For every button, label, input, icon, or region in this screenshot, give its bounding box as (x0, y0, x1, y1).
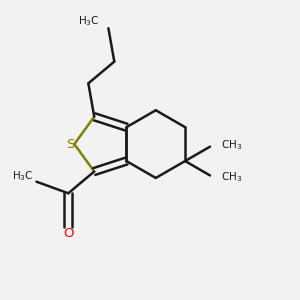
Text: CH$_3$: CH$_3$ (221, 138, 242, 152)
Text: H$_3$C: H$_3$C (78, 14, 100, 28)
Text: O: O (63, 227, 74, 240)
Text: H$_3$C: H$_3$C (12, 169, 34, 183)
Text: S: S (67, 138, 75, 151)
Text: CH$_3$: CH$_3$ (221, 170, 242, 184)
